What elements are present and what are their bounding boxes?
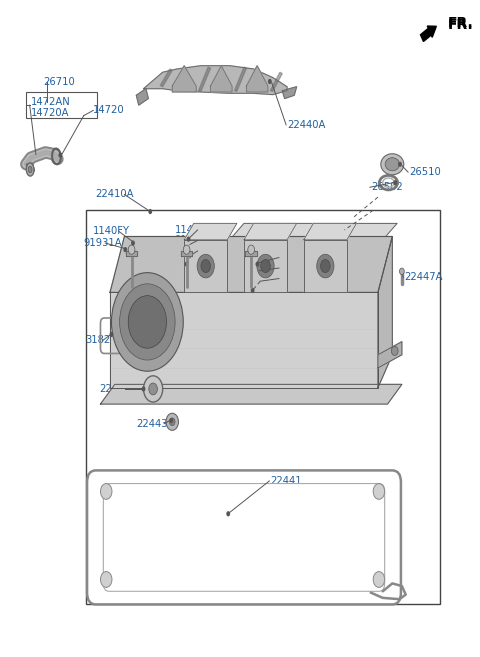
Bar — [26, 92, 97, 118]
Circle shape — [100, 572, 112, 587]
Text: 31822: 31822 — [85, 335, 117, 346]
Circle shape — [128, 296, 167, 348]
Text: 22443F: 22443F — [136, 419, 174, 429]
Polygon shape — [184, 240, 227, 292]
Ellipse shape — [28, 166, 32, 173]
Text: 91931: 91931 — [175, 235, 206, 246]
Polygon shape — [211, 66, 232, 92]
Circle shape — [144, 376, 163, 402]
Text: 1472AN: 1472AN — [31, 97, 71, 107]
Circle shape — [169, 418, 175, 426]
Circle shape — [183, 245, 190, 254]
Polygon shape — [126, 251, 137, 256]
Circle shape — [148, 209, 152, 214]
Bar — [86, 210, 440, 604]
Text: 1140FY: 1140FY — [175, 225, 212, 235]
Polygon shape — [181, 251, 192, 256]
Polygon shape — [199, 67, 211, 91]
Text: FR.: FR. — [447, 18, 473, 32]
Text: 91931: 91931 — [256, 263, 288, 273]
Circle shape — [100, 484, 112, 499]
Circle shape — [120, 284, 175, 360]
Text: 1140FY: 1140FY — [256, 252, 293, 263]
Polygon shape — [172, 66, 196, 92]
Circle shape — [128, 245, 135, 254]
Circle shape — [109, 332, 113, 337]
Circle shape — [268, 79, 272, 84]
Polygon shape — [270, 72, 282, 91]
Text: 14720: 14720 — [93, 105, 125, 116]
Polygon shape — [110, 292, 378, 388]
Text: 1140FY: 1140FY — [93, 226, 130, 237]
Polygon shape — [304, 240, 347, 292]
Text: 29246A: 29246A — [175, 246, 213, 256]
Circle shape — [257, 254, 274, 278]
Circle shape — [185, 261, 189, 267]
Circle shape — [255, 261, 259, 267]
Circle shape — [187, 237, 191, 242]
Circle shape — [391, 346, 398, 355]
Circle shape — [248, 245, 254, 254]
Ellipse shape — [385, 158, 399, 171]
Ellipse shape — [26, 163, 34, 176]
Polygon shape — [245, 251, 257, 256]
Text: 22441: 22441 — [270, 476, 302, 486]
Circle shape — [226, 511, 230, 516]
Circle shape — [393, 180, 397, 185]
Text: 26502: 26502 — [371, 182, 403, 193]
Circle shape — [201, 260, 211, 273]
Circle shape — [197, 254, 215, 278]
Ellipse shape — [381, 154, 404, 175]
Circle shape — [123, 247, 127, 252]
Circle shape — [261, 260, 270, 273]
Circle shape — [142, 386, 145, 392]
Polygon shape — [136, 89, 148, 105]
FancyArrow shape — [420, 26, 436, 41]
Text: 91931A: 91931A — [84, 238, 122, 248]
Circle shape — [131, 240, 135, 246]
Polygon shape — [304, 223, 357, 240]
Polygon shape — [244, 240, 287, 292]
Polygon shape — [144, 66, 287, 95]
Circle shape — [251, 288, 254, 293]
Circle shape — [321, 260, 330, 273]
Polygon shape — [160, 69, 172, 87]
Text: 26510: 26510 — [409, 167, 441, 177]
Circle shape — [149, 383, 157, 395]
Polygon shape — [244, 223, 297, 240]
Text: 22443B: 22443B — [99, 384, 138, 394]
Text: 14720A: 14720A — [31, 108, 70, 118]
Polygon shape — [184, 223, 237, 240]
Polygon shape — [246, 66, 268, 92]
Polygon shape — [100, 384, 402, 404]
Text: 29246A: 29246A — [256, 273, 295, 284]
Text: 22410A: 22410A — [96, 189, 134, 200]
Circle shape — [399, 268, 404, 275]
Circle shape — [169, 418, 173, 423]
Polygon shape — [378, 342, 402, 368]
Polygon shape — [229, 223, 397, 240]
Circle shape — [59, 152, 62, 158]
Circle shape — [398, 162, 402, 167]
Circle shape — [111, 273, 183, 371]
Text: FR.: FR. — [447, 16, 473, 30]
Circle shape — [373, 484, 384, 499]
Circle shape — [166, 413, 179, 430]
Polygon shape — [110, 237, 392, 292]
Circle shape — [317, 254, 334, 278]
Circle shape — [373, 572, 384, 587]
Polygon shape — [26, 163, 35, 172]
Polygon shape — [378, 237, 392, 388]
Text: 26710: 26710 — [43, 77, 75, 87]
Text: 22447A: 22447A — [404, 272, 443, 283]
Text: 22440A: 22440A — [287, 120, 325, 130]
Polygon shape — [234, 67, 246, 91]
Polygon shape — [282, 87, 297, 99]
